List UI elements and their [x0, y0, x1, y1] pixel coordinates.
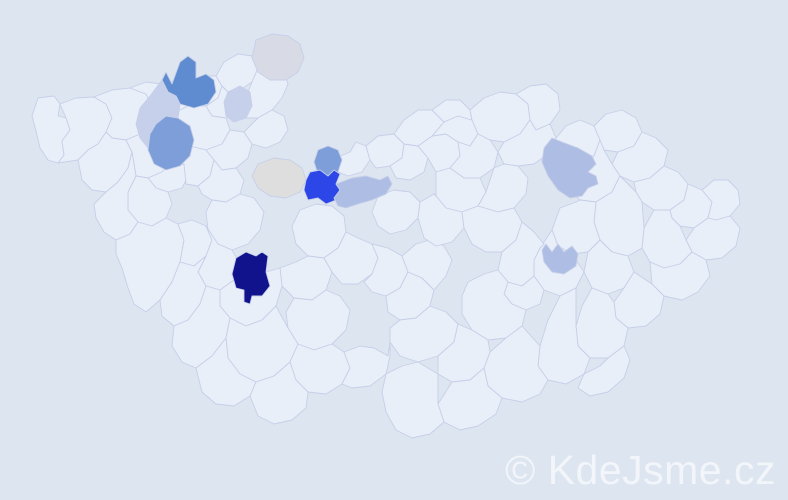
district-prague-west-gray[interactable]	[251, 157, 307, 199]
district-central-east-light[interactable]	[333, 175, 393, 209]
district-se-light[interactable]	[541, 243, 579, 275]
district-layer-base	[31, 53, 741, 439]
district-beroun[interactable]	[197, 159, 245, 203]
district-north-gray[interactable]	[251, 33, 305, 81]
district-central-medium[interactable]	[313, 145, 343, 179]
district-karvina[interactable]	[701, 179, 741, 221]
district-znojmo-south[interactable]	[437, 323, 491, 383]
district-nw-mid-blue[interactable]	[147, 115, 195, 171]
district-layer-highlighted	[135, 33, 599, 305]
district-melnik[interactable]	[243, 109, 289, 149]
district-south-moravia-corner[interactable]	[381, 361, 445, 439]
district-ne-medium[interactable]	[541, 137, 599, 199]
district-brno-venkov[interactable]	[461, 269, 527, 341]
watermark-kdejsme: © KdeJsme.cz	[505, 447, 776, 493]
district-prachatice[interactable]	[159, 255, 207, 327]
district-domazlice[interactable]	[93, 151, 139, 241]
district-uh-south[interactable]	[577, 345, 631, 397]
district-tabor[interactable]	[279, 255, 333, 301]
district-nachod[interactable]	[515, 83, 561, 131]
district-south-tip[interactable]	[249, 361, 309, 425]
district-vysocina-navy[interactable]	[231, 251, 271, 305]
district-jh-east[interactable]	[341, 341, 391, 389]
district-hodonin[interactable]	[537, 287, 591, 385]
district-zdar[interactable]	[401, 239, 453, 291]
district-pribram[interactable]	[205, 193, 265, 251]
district-jindrichuv-hradec[interactable]	[285, 289, 351, 351]
district-trebic[interactable]	[385, 271, 435, 321]
district-nw-low-blue[interactable]	[223, 85, 253, 123]
district-kutna-hora[interactable]	[371, 189, 421, 235]
